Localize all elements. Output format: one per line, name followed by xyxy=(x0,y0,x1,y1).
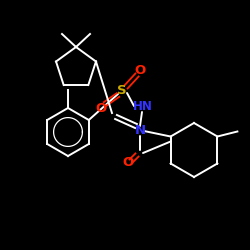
Text: N: N xyxy=(134,124,145,138)
Text: O: O xyxy=(122,156,134,170)
Text: O: O xyxy=(96,102,106,114)
Text: O: O xyxy=(134,64,145,78)
Text: HN: HN xyxy=(133,100,153,114)
Text: S: S xyxy=(117,84,127,98)
